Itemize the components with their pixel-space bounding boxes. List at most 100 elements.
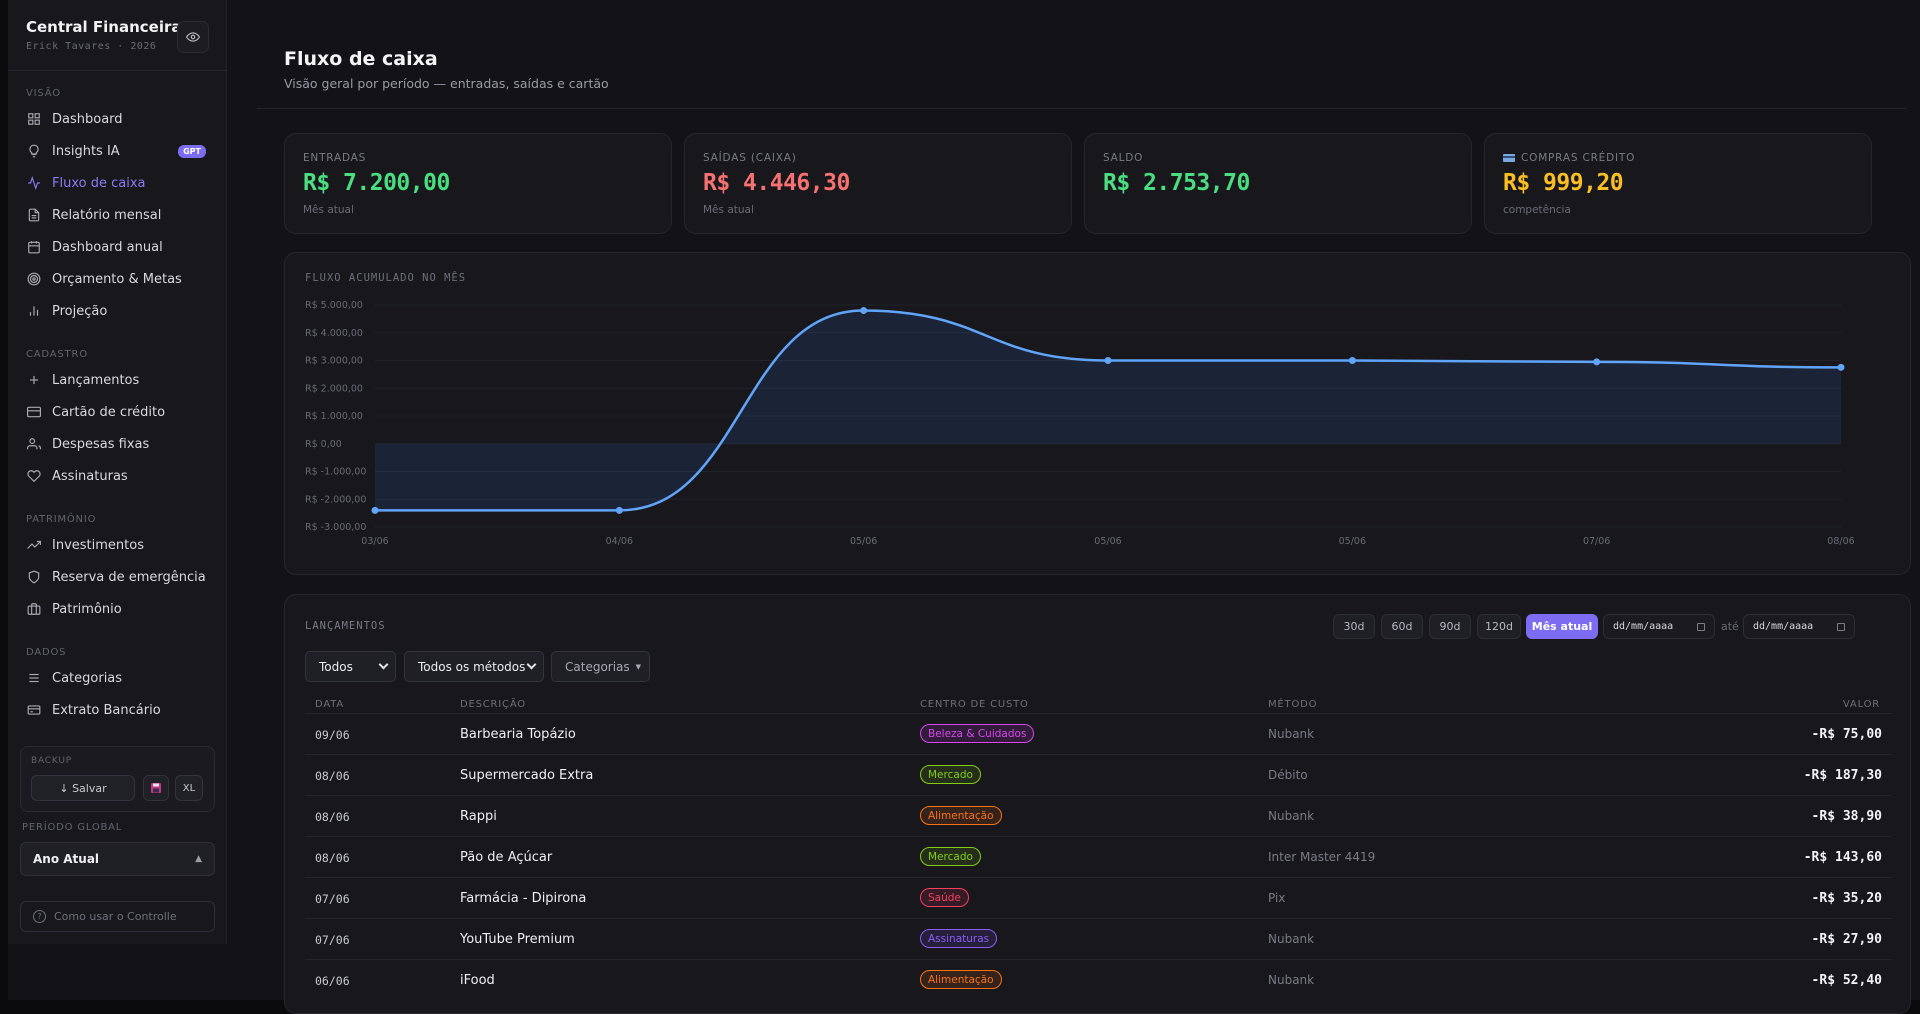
row-value: -R$ 75,00 [1811, 727, 1882, 742]
sidebar-item-projecao[interactable]: Projeção [26, 298, 212, 324]
sidebar-item-dashboard[interactable]: Dashboard [26, 106, 212, 132]
x-tick-label: 05/06 [1339, 536, 1366, 547]
save-backup-button[interactable]: ↓ Salvar [31, 775, 135, 801]
sidebar-item-assinaturas[interactable]: Assinaturas [26, 463, 212, 489]
table-row[interactable]: 08/06 Pão de Açúcar Mercado Inter Master 44… [305, 836, 1892, 877]
sidebar-item-cartao[interactable]: Cartão de crédito [26, 399, 212, 425]
sidebar-item-label: Categorias [52, 670, 123, 686]
kpi-saidas: SAÍDAS (CAIXA) R$ 4.446,30 Mês atual [684, 133, 1072, 234]
table-row[interactable]: 08/06 Supermercado Extra Mercado Débito -R$ … [305, 754, 1892, 795]
range-120d-button[interactable]: 120d [1477, 614, 1521, 639]
help-button[interactable]: ? Como usar o Controlle [20, 901, 215, 932]
table-row[interactable]: 07/06 Farmácia - Dipirona Saúde Pix -R$ 35,2… [305, 877, 1892, 918]
sidebar-item-insights[interactable]: Insights IA GPT [26, 138, 212, 164]
row-value: -R$ 52,40 [1811, 973, 1882, 988]
y-tick-label: R$ 1.000,00 [305, 411, 363, 422]
sidebar-item-label: Insights IA [52, 143, 120, 159]
column-header-valor: VALOR [1842, 699, 1880, 710]
period-label: PERÍODO GLOBAL [22, 822, 123, 833]
column-header-centro: CENTRO DE CUSTO [920, 699, 1029, 710]
triangle-up-icon: ▲ [195, 854, 202, 864]
row-value: -R$ 187,30 [1803, 768, 1882, 783]
lancamentos-card: LANÇAMENTOS 30d 60d 90d 120d Mês atual d… [284, 594, 1911, 1014]
page-subtitle: Visão geral por período — entradas, saíd… [284, 76, 609, 91]
method-filter-select[interactable]: Todos os métodos [404, 651, 544, 682]
row-date: 09/06 [315, 728, 350, 742]
credit-card-icon [26, 404, 42, 420]
briefcase-icon [26, 601, 42, 617]
row-method: Débito [1268, 768, 1308, 782]
kpi-label: COMPRAS CRÉDITO [1521, 152, 1636, 164]
sidebar-item-categorias[interactable]: Categorias [26, 665, 212, 691]
x-tick-label: 08/06 [1827, 536, 1854, 547]
y-tick-label: R$ -3.000,00 [305, 522, 366, 533]
y-tick-label: R$ 5.000,00 [305, 300, 363, 311]
brand-subtitle: Erick Tavares · 2026 [26, 41, 157, 52]
header-divider [257, 108, 1907, 109]
row-value: -R$ 38,90 [1811, 809, 1882, 824]
kpi-foot: competência [1503, 204, 1571, 216]
range-30d-button[interactable]: 30d [1333, 614, 1375, 639]
bar-chart-icon [26, 303, 42, 319]
sidebar-item-label: Dashboard [52, 111, 123, 127]
row-method: Nubank [1268, 932, 1315, 946]
sidebar-item-label: Orçamento & Metas [52, 271, 182, 287]
sidebar-item-extrato[interactable]: Extrato Bancário [26, 697, 212, 723]
kpi-value: R$ 4.446,30 [703, 170, 850, 196]
kpi-foot: Mês atual [303, 204, 354, 216]
data-point [1837, 363, 1845, 371]
table-row[interactable]: 06/06 iFood Alimentação Nubank -R$ 52,40 [305, 959, 1892, 1000]
y-tick-label: R$ 3.000,00 [305, 356, 363, 367]
date-to-placeholder: dd/mm/aaaa [1753, 621, 1814, 632]
sidebar-item-orcamento[interactable]: Orçamento & Metas [26, 266, 212, 292]
date-range-separator: até [1721, 620, 1739, 633]
calendar-icon [1697, 623, 1705, 631]
sidebar-item-lancamentos[interactable]: Lançamentos [26, 367, 212, 393]
sidebar-item-despesas[interactable]: Despesas fixas [26, 431, 212, 457]
y-tick-label: R$ 2.000,00 [305, 383, 363, 394]
range-60d-button[interactable]: 60d [1381, 614, 1423, 639]
kpi-value: R$ 999,20 [1503, 170, 1624, 196]
cost-center-badge: Alimentação [920, 806, 1002, 825]
cost-center-badge: Saúde [920, 888, 969, 907]
kpi-label: ENTRADAS [303, 152, 367, 164]
data-point [1348, 357, 1356, 364]
calendar-icon [26, 239, 42, 255]
section-label-patrimonio: PATRIMÔNIO [26, 514, 97, 525]
sidebar-item-dashboard-anual[interactable]: Dashboard anual [26, 234, 212, 260]
table-row[interactable]: 07/06 YouTube Premium Assinaturas Nubank -R$… [305, 918, 1892, 959]
row-method: Nubank [1268, 973, 1315, 987]
file-icon [26, 207, 42, 223]
range-90d-button[interactable]: 90d [1429, 614, 1471, 639]
sidebar-item-relatorio[interactable]: Relatório mensal [26, 202, 212, 228]
list-icon [26, 670, 42, 686]
cost-center-badge: Mercado [920, 847, 981, 866]
kpi-entradas: ENTRADAS R$ 7.200,00 Mês atual [284, 133, 672, 234]
toggle-visibility-button[interactable] [177, 21, 209, 53]
sidebar-item-reserva[interactable]: Reserva de emergência [26, 564, 212, 590]
period-select[interactable]: Ano Atual ▲ [20, 842, 215, 876]
data-point [860, 307, 868, 315]
table-row[interactable]: 08/06 Rappi Alimentação Nubank -R$ 38,90 [305, 795, 1892, 836]
sidebar-item-patrimonio[interactable]: Patrimônio [26, 596, 212, 622]
row-description: Rappi [460, 809, 497, 824]
floppy-disk-icon[interactable] [143, 775, 169, 801]
type-filter-select[interactable]: Todos [305, 651, 396, 682]
sidebar-item-investimentos[interactable]: Investimentos [26, 532, 212, 558]
sidebar-item-label: Relatório mensal [52, 207, 162, 223]
export-xl-button[interactable]: XL [175, 775, 203, 801]
y-tick-label: R$ 4.000,00 [305, 328, 363, 339]
sidebar-item-fluxo[interactable]: Fluxo de caixa [26, 170, 212, 196]
table-row[interactable]: 09/06 Barbearia Topázio Beleza & Cuidados N… [305, 713, 1892, 754]
range-mes-atual-button[interactable]: Mês atual [1526, 614, 1598, 639]
date-to-input[interactable]: dd/mm/aaaa [1743, 614, 1855, 639]
gpt-badge: GPT [178, 144, 206, 158]
column-header-descricao: DESCRIÇÃO [460, 699, 526, 710]
sidebar-item-label: Reserva de emergência [52, 569, 206, 585]
chart-card: FLUXO ACUMULADO NO MÊS R$ 5.000,00 R$ 4.0… [284, 252, 1911, 575]
date-from-input[interactable]: dd/mm/aaaa [1603, 614, 1715, 639]
row-value: -R$ 27,90 [1811, 932, 1882, 947]
heart-icon [26, 468, 42, 484]
category-filter-button[interactable]: Categorias ▼ [551, 651, 650, 682]
x-tick-label: 04/06 [606, 536, 633, 547]
